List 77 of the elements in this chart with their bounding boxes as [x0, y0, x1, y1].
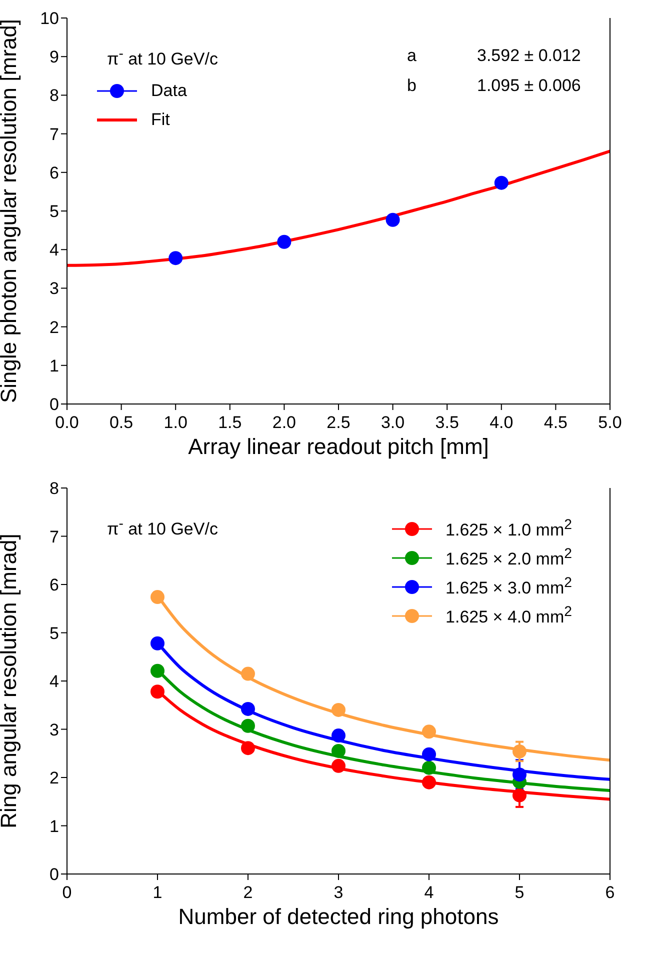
- x-axis-title: Number of detected ring photons: [178, 904, 499, 929]
- y-tick-label: 8: [50, 86, 59, 106]
- y-tick-label: 7: [50, 124, 59, 144]
- point: [168, 251, 183, 266]
- x-tick-label: 4: [424, 883, 434, 902]
- point: [494, 176, 508, 190]
- annotation: π$^{-}$ at 10 GeV/c: [107, 46, 218, 70]
- point: [241, 718, 255, 733]
- y-tick-label: 5: [50, 624, 59, 643]
- y-tick-label: 4: [50, 672, 59, 691]
- point: [150, 664, 164, 678]
- x-tick-label: 6: [605, 883, 615, 902]
- x-tick-label: 3.5: [435, 413, 459, 432]
- line-series: [67, 150, 610, 267]
- y-tick-label: 3: [50, 720, 59, 740]
- y-tick-label: 0: [50, 865, 59, 884]
- point: [241, 741, 255, 756]
- y-tick-label: 2: [50, 318, 59, 337]
- legend-label: 1.625 × 1.0 mm$^{2}$: [446, 516, 572, 540]
- x-tick-label: 1.5: [218, 413, 242, 432]
- x-tick-label: 5.0: [598, 413, 622, 432]
- legend-label: 1.625 × 3.0 mm$^{2}$: [446, 574, 572, 598]
- y-tick-label: 4: [50, 240, 59, 260]
- point: [241, 702, 255, 716]
- point: [332, 758, 346, 773]
- y-axis-title: Single photon angular resolution [mrad]: [0, 18, 21, 404]
- legend-label: Data: [151, 80, 187, 100]
- legend-label: Fit: [151, 110, 170, 130]
- point: [422, 747, 436, 762]
- y-tick-label: 2: [50, 768, 59, 788]
- point: [332, 702, 346, 717]
- x-axis-title: Array linear readout pitch [mm]: [188, 434, 489, 459]
- y-tick-label: 8: [50, 479, 59, 498]
- point: [277, 234, 292, 249]
- legend-label: 1.625 × 2.0 mm$^{2}$: [446, 546, 572, 570]
- annotation: a: [407, 46, 416, 66]
- y-axis-title: Ring angular resolution [mrad]: [0, 534, 21, 828]
- x-tick-label: 1.0: [164, 413, 188, 432]
- x-tick-label: 1: [152, 883, 162, 902]
- x-tick-label: 2.5: [326, 413, 350, 432]
- point: [332, 728, 346, 743]
- x-tick-label: 0.5: [109, 413, 134, 432]
- y-tick-label: 0: [50, 395, 59, 414]
- point: [512, 768, 526, 782]
- point: [150, 636, 164, 650]
- legend-label: 1.625 × 4.0 mm$^{2}$: [446, 604, 572, 628]
- x-tick-label: 2: [243, 883, 253, 902]
- annotation: π$^{-}$ at 10 GeV/c: [107, 516, 218, 540]
- x-tick-label: 4.0: [490, 413, 514, 432]
- y-tick-label: 9: [50, 48, 59, 67]
- y-tick-label: 10: [40, 9, 59, 28]
- y-tick-label: 3: [50, 279, 59, 298]
- y-tick-label: 6: [50, 576, 59, 594]
- annotation: 3.592 ± 0.012: [477, 46, 581, 66]
- x-tick-label: 3.0: [380, 413, 405, 432]
- point: [512, 744, 526, 758]
- point: [422, 724, 436, 739]
- x-tick-label: 0.0: [55, 413, 79, 432]
- point: [150, 684, 164, 699]
- point: [386, 212, 400, 227]
- y-tick-label: 1: [50, 816, 59, 836]
- point: [422, 775, 436, 790]
- x-tick-label: 3: [334, 883, 344, 902]
- y-tick-label: 7: [50, 527, 59, 546]
- y-tick-label: 6: [50, 163, 59, 182]
- x-tick-label: 5: [514, 883, 524, 902]
- x-tick-label: 4.5: [544, 413, 568, 432]
- annotation: b: [407, 76, 416, 96]
- point: [332, 744, 346, 758]
- point: [150, 590, 164, 604]
- y-tick-label: 1: [50, 356, 59, 376]
- x-tick-label: 2.0: [272, 413, 296, 432]
- x-tick-label: 0: [62, 883, 72, 902]
- point: [241, 666, 255, 681]
- y-tick-label: 5: [50, 202, 59, 221]
- annotation: 1.095 ± 0.006: [477, 76, 581, 96]
- point: [422, 760, 436, 775]
